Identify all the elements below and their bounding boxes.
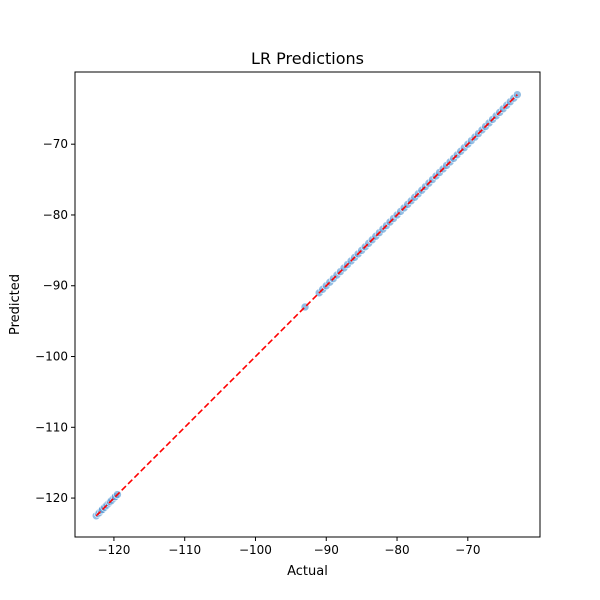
y-tick-label: −110	[35, 420, 68, 434]
plot-layer	[91, 90, 522, 521]
x-tick-label: −100	[239, 543, 272, 557]
chart-title: LR Predictions	[251, 49, 364, 68]
y-axis: −120 −110 −100 −90 −80 −70	[35, 137, 75, 505]
reference-line	[95, 94, 518, 517]
x-axis: −120 −110 −100 −90 −80 −70	[97, 537, 480, 557]
x-tick-label: −120	[97, 543, 130, 557]
x-axis-label: Actual	[287, 564, 328, 579]
y-tick-label: −120	[35, 491, 68, 505]
x-tick-label: −70	[455, 543, 480, 557]
x-tick-label: −110	[168, 543, 201, 557]
y-tick-label: −70	[43, 137, 68, 151]
x-tick-label: −90	[314, 543, 339, 557]
y-tick-label: −100	[35, 350, 68, 364]
y-tick-label: −80	[43, 208, 68, 222]
y-tick-label: −90	[43, 279, 68, 293]
x-tick-label: −80	[384, 543, 409, 557]
plot-frame	[74, 71, 541, 538]
y-axis-label: Predicted	[8, 274, 23, 335]
